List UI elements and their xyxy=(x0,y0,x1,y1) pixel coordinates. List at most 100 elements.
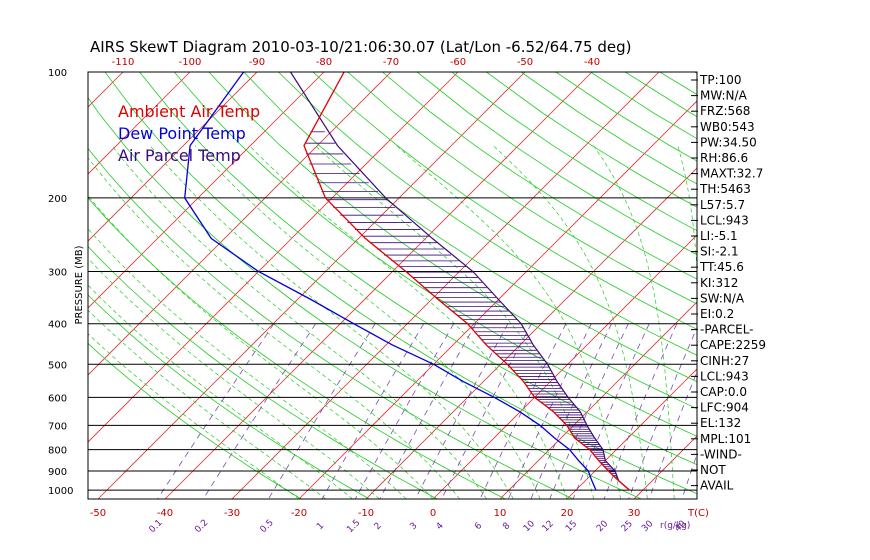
isotherm-line xyxy=(0,72,56,499)
sounding-index: MPL:101 xyxy=(700,432,751,446)
isotherm-line xyxy=(97,72,526,499)
pressure-tick-label: 800 xyxy=(48,446,67,457)
parcel-profile xyxy=(289,72,630,491)
mixing-ratio-tick-label: 0.1 xyxy=(147,518,164,535)
sounding-index: RH:86.6 xyxy=(700,151,748,165)
ambient-profile xyxy=(303,72,630,491)
bottom-temp-tick-label: 20 xyxy=(561,508,574,519)
top-temp-tick-label: -80 xyxy=(316,57,332,68)
sounding-index: LFC:904 xyxy=(700,401,749,415)
pressure-tick-label: 500 xyxy=(48,360,67,371)
moist-adiabat-line xyxy=(396,145,621,499)
isotherm-line xyxy=(88,72,325,309)
sounding-index: AVAIL xyxy=(700,479,734,493)
mixing-ratio-tick-label: 3 xyxy=(408,521,419,532)
isotherm-line xyxy=(365,167,697,499)
isotherm-line xyxy=(88,72,258,242)
dry-adiabat-line xyxy=(416,72,697,256)
bottom-temp-tick-label: 30 xyxy=(628,508,641,519)
isotherm-line xyxy=(499,301,697,499)
mixing-ratio-tick-label: 25 xyxy=(620,519,635,534)
mixing-ratio-tick-label: 0.5 xyxy=(259,518,276,535)
dry-adiabat-line xyxy=(139,72,697,466)
pressure-tick-label: 300 xyxy=(48,268,67,279)
mixing-ratio-labels: 0.1 0.2 0.5 1 1.5 2 3 4 6 8 10 12 15 20 25 30 40 xyxy=(147,518,688,535)
mixing-ratio-line xyxy=(415,323,509,499)
legend-entry: Dew Point Temp xyxy=(118,124,246,143)
y-axis-label: PRESSURE (MB) xyxy=(74,245,85,324)
plot-frame xyxy=(87,71,698,500)
bottom-temp-tick-label: 0 xyxy=(430,508,436,519)
pressure-tick-label: 900 xyxy=(48,467,67,478)
dry-adiabat-line xyxy=(173,72,697,437)
mixing-ratio-line xyxy=(549,323,629,499)
dry-adiabat-line xyxy=(486,72,697,208)
sounding-index: LCL:943 xyxy=(700,369,749,383)
sounding-index: SI:-2.1 xyxy=(700,245,739,259)
sounding-index: PW:34.50 xyxy=(700,135,757,149)
mixing-ratio-tick-label: 6 xyxy=(473,521,484,532)
dry-adiabat-line xyxy=(243,72,697,383)
bottom-temp-tick-label: -40 xyxy=(157,508,173,519)
mixing-ratio-tick-label: 4 xyxy=(435,521,446,532)
pressure-grid xyxy=(88,71,697,491)
top-temp-tick-label: -40 xyxy=(584,57,600,68)
mixing-ratio-tick-label: 15 xyxy=(564,519,579,534)
bottom-temp-tick-label: -10 xyxy=(358,508,374,519)
sounding-index: L57:5.7 xyxy=(700,198,745,212)
dry-adiabat-line xyxy=(382,72,697,280)
mixing-ratio-line xyxy=(603,323,678,499)
mixing-ratio-line xyxy=(321,323,425,499)
moist-adiabat-line xyxy=(88,333,300,499)
sounding-index: MW:N/A xyxy=(700,89,748,103)
bottom-temp-tick-label: -50 xyxy=(90,508,106,519)
isotherm-line xyxy=(164,72,593,499)
sounding-index: -PARCEL- xyxy=(700,323,754,337)
sounding-index: EL:132 xyxy=(700,416,741,430)
top-temp-tick-label: -100 xyxy=(179,57,202,68)
moist-adiabat-line xyxy=(593,145,675,499)
isotherm-line xyxy=(432,234,697,499)
top-temp-tick-label: -90 xyxy=(249,57,265,68)
sounding-index: CAP:0.0 xyxy=(700,385,747,399)
sounding-index: TP:100 xyxy=(699,73,742,87)
profiles xyxy=(184,72,630,491)
mixing-ratio-line xyxy=(648,370,697,499)
dry-adiabat-line xyxy=(347,72,697,305)
dry-adiabat-line xyxy=(659,72,697,95)
mixing-ratio-tick-label: 1.5 xyxy=(345,518,362,535)
sounding-index: FRZ:568 xyxy=(700,104,750,118)
pressure-tick-label: 100 xyxy=(48,68,67,79)
bottom-temp-tick-label: -20 xyxy=(291,508,307,519)
sounding-index: CINH:27 xyxy=(700,354,749,368)
mixing-ratio-tick-label: 10 xyxy=(522,519,537,534)
isotherm-line xyxy=(231,72,660,499)
sounding-index: -WIND- xyxy=(700,447,742,461)
x-axis-unit-label: T(C) xyxy=(687,508,709,519)
dry-adiabat-line xyxy=(88,342,302,499)
mixing-ratio-unit-label: r(g/kg) xyxy=(660,521,690,531)
top-temp-tick-label: -50 xyxy=(517,57,533,68)
mixing-ratio-tick-label: 0.2 xyxy=(193,518,210,535)
mixing-ratio-line xyxy=(628,326,697,499)
dry-adiabat-line xyxy=(799,72,870,499)
mixing-ratio-tick-label: 20 xyxy=(595,519,610,534)
pressure-labels: 100 200 300 400 500 600 700 800 900 1000 xyxy=(48,68,73,497)
pressure-tick-label: 700 xyxy=(48,421,67,432)
mixing-ratio-line xyxy=(507,323,592,499)
dry-adiabat-line xyxy=(104,72,697,495)
sounding-index: LCL:943 xyxy=(700,213,749,227)
pressure-tick-label: 1000 xyxy=(48,486,73,497)
moist-adiabat-line xyxy=(194,145,541,499)
sounding-index: TH:5463 xyxy=(699,182,751,196)
top-temp-tick-label: -60 xyxy=(450,57,466,68)
bottom-temp-tick-label: -30 xyxy=(224,508,240,519)
sounding-index: CAPE:2259 xyxy=(700,338,766,352)
bottom-temp-tick-label: 10 xyxy=(494,508,507,519)
sounding-index: WB0:543 xyxy=(700,120,755,134)
isotherm-line xyxy=(88,72,124,108)
moist-adiabat-line xyxy=(315,145,595,499)
mixing-ratio-line xyxy=(530,323,612,499)
